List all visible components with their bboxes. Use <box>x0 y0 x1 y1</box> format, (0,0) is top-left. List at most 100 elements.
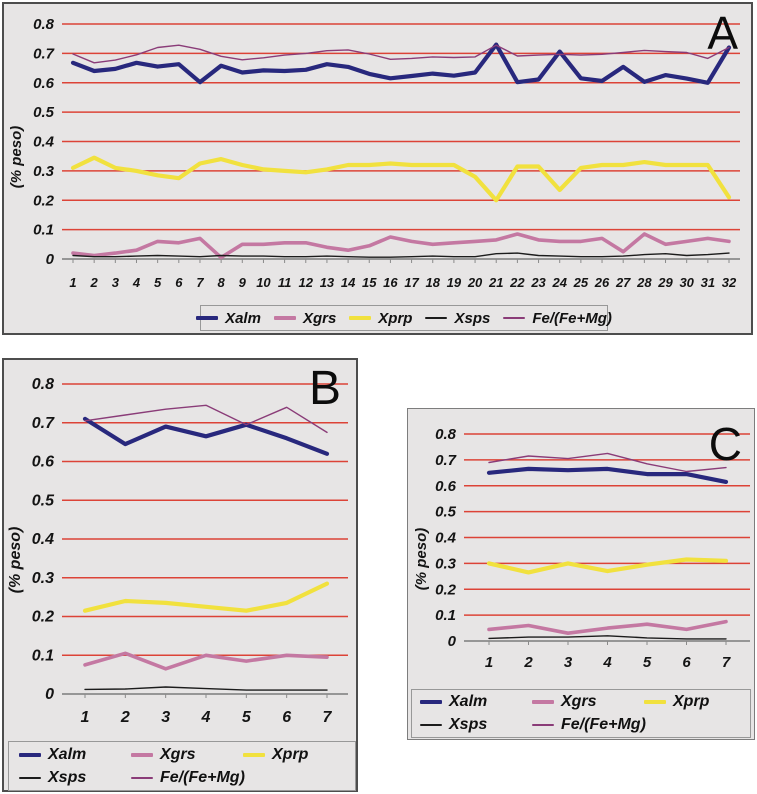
series-line-xgrs <box>487 619 728 635</box>
x-tick-label: 22 <box>509 275 525 290</box>
panel-letter-c: C <box>708 418 742 470</box>
xprp-line-sample-icon <box>349 316 372 320</box>
series-line-fe-fe-mg <box>488 452 727 473</box>
x-tick-label: 7 <box>722 654 731 671</box>
legend-item-fe-fe-mg: Fe/(Fe+Mg) <box>503 310 612 327</box>
x-tick-label: 2 <box>523 654 533 671</box>
panel-c: 0 0.1 0.2 0.3 0.4 0.5 0.6 0.7 0.8 1 2 3 4 5 6 7 (% peso)… <box>407 408 755 740</box>
legend-item-xprp: Xprp <box>243 746 308 764</box>
chart-a: 00.10.20.30.40.50.60.70.81 2 3 4 5 6 7 8 9 10 11 12… <box>8 16 740 290</box>
x-tick-label: 7 <box>323 709 333 726</box>
panel-letter-a: A <box>707 7 738 59</box>
series-line-xprp <box>486 557 729 575</box>
legend-label: Xprp <box>272 745 309 763</box>
xprp-line-sample-icon <box>243 752 265 757</box>
xalm-line-sample-icon <box>196 316 219 320</box>
x-tick-label: 28 <box>636 275 652 290</box>
y-tick-label: 0.8 <box>32 376 54 393</box>
series-line-fe-fe-mg <box>72 44 730 64</box>
chart-b: 0 0.1 0.2 0.3 0.4 0.5 0.6 0.7 0.8 1 2 3 4 5 6 7 (% peso) <box>7 376 348 726</box>
x-tick-label: 3 <box>161 709 170 726</box>
legend-label: Xgrs <box>160 745 196 763</box>
legend-label: Xsps <box>449 716 488 733</box>
y-tick-label: 0 <box>46 251 55 268</box>
panel-b: 0 0.1 0.2 0.3 0.4 0.5 0.6 0.7 0.8 1 2 3 4 5 6 7 (% peso)… <box>2 358 358 792</box>
xalm-line-sample-icon <box>420 700 442 704</box>
y-tick-label: 0.4 <box>32 531 54 548</box>
legend-label: Xalm <box>48 745 87 763</box>
x-tick-label: 6 <box>175 275 183 290</box>
x-tick-label: 18 <box>426 275 441 290</box>
x-tick-label: 15 <box>362 275 377 290</box>
y-tick-label: 0.3 <box>32 570 54 587</box>
y-tick-label: 0.3 <box>33 163 55 180</box>
series-line-xsps <box>488 635 727 640</box>
series-line-xalm <box>82 416 330 456</box>
x-tick-label: 13 <box>320 275 335 290</box>
y-tick-label: 0.2 <box>435 581 457 598</box>
legend-item-xsps: Xsps <box>19 769 131 787</box>
y-tick-label: 0.8 <box>435 426 457 443</box>
legend-label: Xgrs <box>561 693 597 710</box>
legend-label: Fe/(Fe+Mg) <box>160 768 245 786</box>
fe-fe-mg-line-sample-icon <box>532 724 554 726</box>
xsps-line-sample-icon <box>19 776 41 779</box>
panel-a: 0 0.1 0.2 0.3 0.4 0.5 0.6 0.7 0.8 1 2 3 4 5 6 7 8 9 10 11 12… <box>2 2 753 335</box>
x-tick-label: 4 <box>602 654 612 671</box>
series-line-xprp <box>70 155 732 203</box>
y-tick-label: 0.5 <box>33 104 55 121</box>
y-tick-label: 0 <box>45 686 54 703</box>
x-tick-label: 7 <box>196 275 204 290</box>
series-line-xalm <box>70 42 732 85</box>
x-tick-label: 1 <box>69 275 76 290</box>
legend-row: Xsps Fe/(Fe+Mg) <box>19 766 355 789</box>
legend-row: Xsps Fe/(Fe+Mg) <box>420 714 750 737</box>
series-line-xprp <box>82 581 330 613</box>
legend-c: Xalm Xgrs Xprp Xsps Fe/(Fe+Mg) <box>411 689 751 738</box>
legend-item-xgrs: Xgrs <box>273 309 337 327</box>
legend-label: Xprp <box>378 309 413 327</box>
legend-item-xalm: Xalm <box>19 746 131 764</box>
series-line-fe-fe-mg <box>84 404 328 434</box>
x-tick-label: 21 <box>488 275 503 290</box>
legend-row: Xalm Xgrs Xprp <box>19 743 355 766</box>
legend-item-xprp: Xprp <box>644 693 709 711</box>
x-tick-label: 30 <box>679 275 694 290</box>
y-tick-label: 0 <box>448 633 457 650</box>
x-tick-label: 12 <box>299 275 314 290</box>
x-tick-label: 17 <box>404 275 419 290</box>
xsps-line-sample-icon <box>420 724 442 726</box>
y-tick-label: 0.4 <box>435 530 457 547</box>
y-tick-label: 0.7 <box>33 45 55 62</box>
legend-label: Xalm <box>449 693 488 710</box>
x-tick-label: 23 <box>530 275 546 290</box>
series-line-xsps <box>72 252 730 258</box>
x-tick-label: 25 <box>573 275 589 290</box>
x-tick-label: 2 <box>120 709 130 726</box>
chart-c: 0 0.1 0.2 0.3 0.4 0.5 0.6 0.7 0.8 1 2 3 4 5 6 7 (% peso) <box>413 426 750 671</box>
x-tick-label: 3 <box>564 654 573 671</box>
legend-item-fe-fe-mg: Fe/(Fe+Mg) <box>131 769 245 787</box>
legend-item-xsps: Xsps <box>425 310 490 327</box>
y-tick-label: 0.7 <box>32 415 55 432</box>
y-tick-label: 0.3 <box>435 555 457 572</box>
legend-label: Xprp <box>673 693 710 710</box>
x-tick-label: 27 <box>615 275 631 290</box>
legend-label: Fe/(Fe+Mg) <box>532 309 612 327</box>
x-tick-label: 4 <box>132 275 141 290</box>
x-tick-label: 11 <box>278 275 292 290</box>
x-tick-label: 31 <box>701 275 715 290</box>
y-tick-label: 0.1 <box>435 607 456 624</box>
legend-item-fe-fe-mg: Fe/(Fe+Mg) <box>532 716 646 734</box>
y-axis-title: (% peso) <box>413 528 430 591</box>
y-tick-label: 0.5 <box>32 492 55 509</box>
x-tick-label: 26 <box>594 275 610 290</box>
legend-label: Xgrs <box>302 309 337 327</box>
y-axis-title: (% peso) <box>8 126 25 189</box>
legend-item-xprp: Xprp <box>349 310 412 327</box>
legend-item-xalm: Xalm <box>196 310 261 327</box>
xsps-line-sample-icon <box>425 317 448 319</box>
panel-letter-b: B <box>308 362 341 415</box>
y-tick-label: 0.5 <box>435 504 457 521</box>
